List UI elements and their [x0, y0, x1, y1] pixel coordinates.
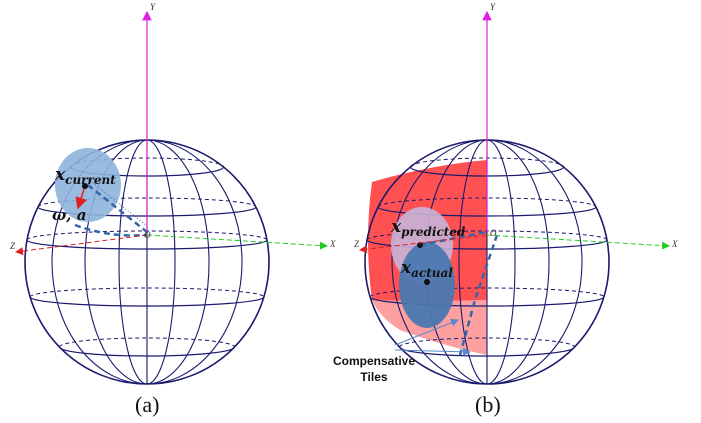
annotation-line: Compensative	[333, 354, 415, 368]
panel-b: Y X Z O xpredicted xactual Compensative …	[333, 2, 678, 417]
annotation-line: Tiles	[360, 370, 387, 384]
view-vector	[75, 225, 147, 236]
subscript: actual	[411, 266, 453, 280]
axis-label: X	[671, 239, 678, 249]
x-axis	[147, 235, 327, 246]
subscript: predicted	[401, 225, 466, 239]
panel-a: Y X Z O xcurrent ω, a (a)	[10, 2, 336, 417]
axis-label: Z	[10, 241, 16, 251]
origin-label: O	[144, 230, 151, 240]
motion-label: ω, a	[52, 206, 86, 224]
figure: Y X Z O xcurrent ω, a (a) Y X Z O xpredi…	[0, 0, 701, 423]
axis-label: Y	[490, 2, 496, 12]
caption: (b)	[475, 392, 501, 417]
axis-label: X	[329, 239, 336, 249]
caption: (a)	[135, 392, 159, 417]
subscript: current	[65, 173, 116, 187]
axis-label: Z	[354, 239, 360, 249]
axis-label: Y	[150, 2, 156, 12]
origin-label: O	[490, 228, 497, 238]
